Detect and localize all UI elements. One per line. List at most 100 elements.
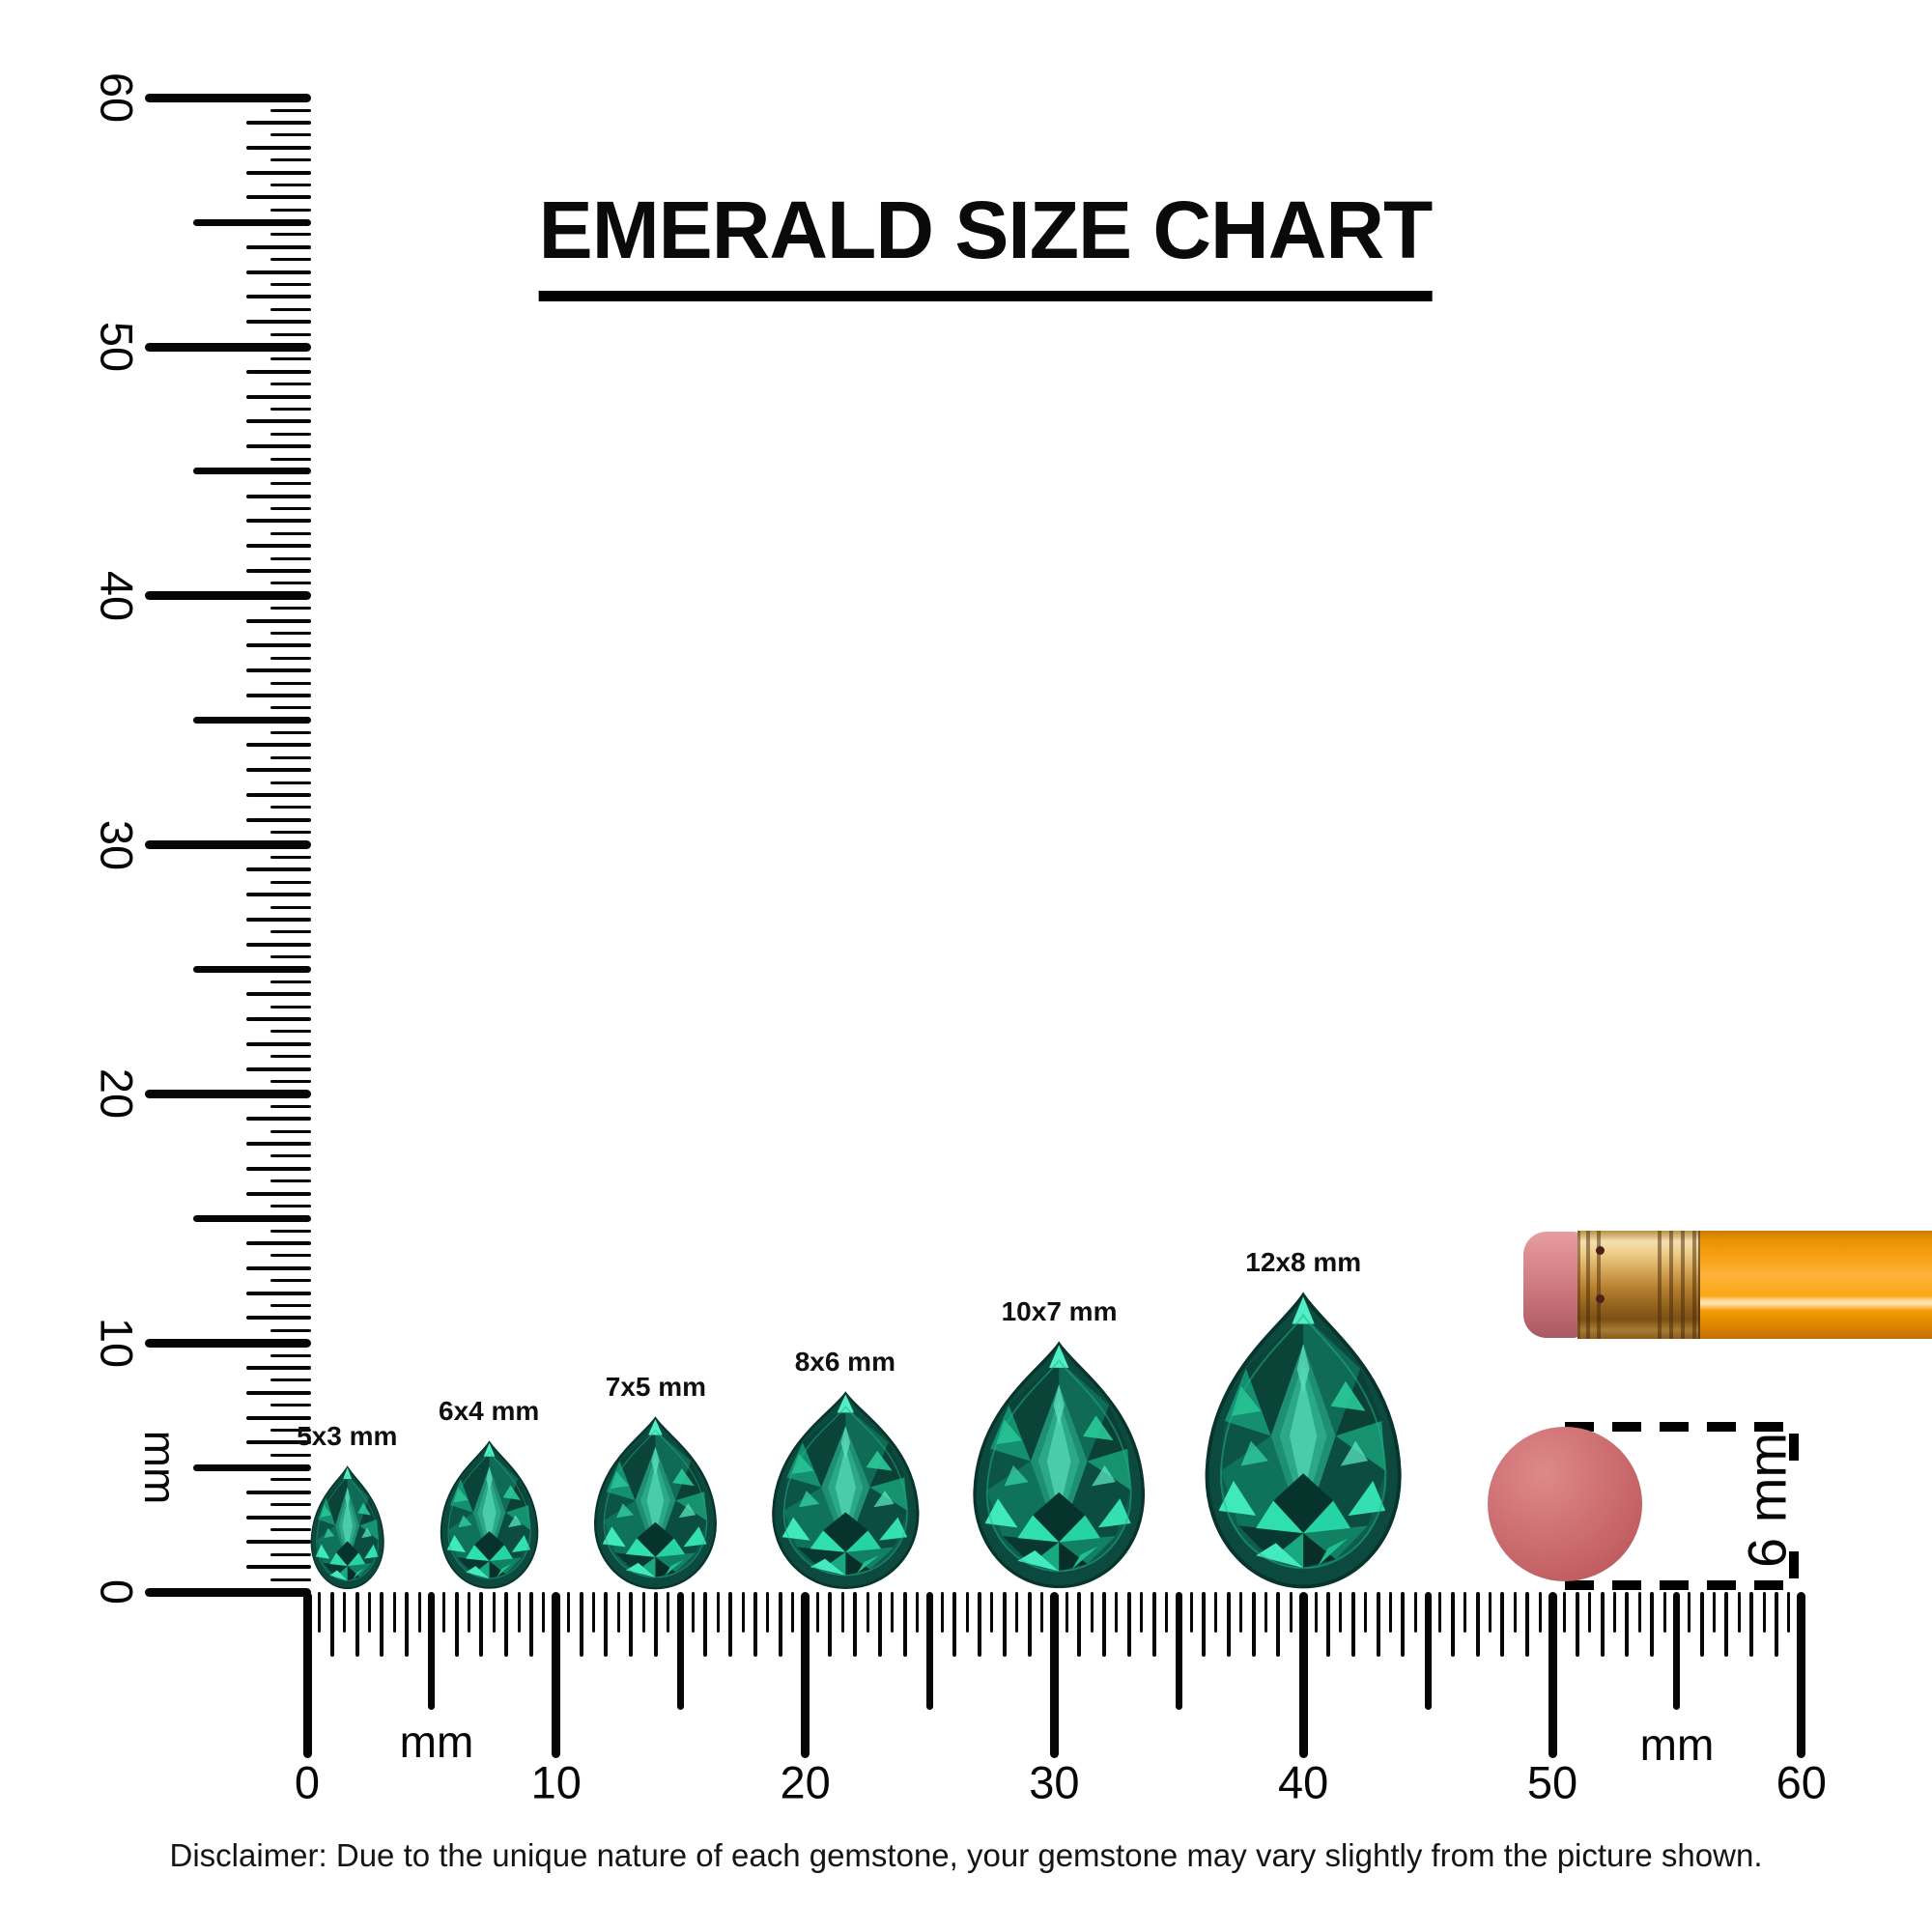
- horizontal-ruler-number: 20: [780, 1756, 831, 1808]
- vertical-ruler-tick: [270, 1304, 311, 1308]
- horizontal-ruler-tick: [1226, 1592, 1231, 1657]
- horizontal-ruler-tick: [1401, 1592, 1406, 1657]
- vertical-ruler-tick: [145, 93, 311, 102]
- horizontal-ruler-tick: [579, 1592, 583, 1657]
- vertical-ruler-tick: [270, 607, 311, 611]
- vertical-ruler-tick: [270, 507, 311, 511]
- vertical-ruler-tick: [270, 1254, 311, 1258]
- scale-circle: [1488, 1427, 1642, 1581]
- horizontal-ruler-tick: [801, 1592, 810, 1758]
- page-title: EMERALD SIZE CHART: [538, 184, 1433, 301]
- horizontal-ruler-tick: [1612, 1592, 1616, 1633]
- vertical-ruler-tick: [246, 270, 311, 274]
- vertical-ruler-tick: [246, 668, 311, 673]
- horizontal-ruler-tick: [454, 1592, 459, 1657]
- horizontal-ruler-tick: [468, 1592, 471, 1633]
- horizontal-ruler-tick: [778, 1592, 782, 1657]
- horizontal-ruler-tick: [1563, 1592, 1567, 1633]
- horizontal-ruler-tick: [1489, 1592, 1492, 1633]
- vertical-ruler-tick: [246, 369, 311, 374]
- horizontal-ruler-tick: [380, 1592, 384, 1657]
- vertical-ruler-tick: [270, 1179, 311, 1183]
- vertical-ruler-tick: [270, 1353, 311, 1357]
- horizontal-ruler-tick: [1388, 1592, 1392, 1633]
- vertical-ruler-tick: [270, 1428, 311, 1432]
- vertical-ruler-tick: [270, 1478, 311, 1482]
- vertical-ruler-tick: [246, 1191, 311, 1196]
- horizontal-ruler-tick: [990, 1592, 994, 1633]
- vertical-ruler-tick: [270, 1154, 311, 1158]
- vertical-ruler-tick: [246, 519, 311, 524]
- horizontal-ruler-tick: [1538, 1592, 1542, 1633]
- horizontal-ruler-tick: [1101, 1592, 1106, 1657]
- vertical-ruler-tick: [246, 569, 311, 574]
- vertical-ruler-tick: [246, 992, 311, 997]
- vertical-ruler-tick: [246, 394, 311, 399]
- horizontal-ruler-tick: [1688, 1592, 1691, 1633]
- horizontal-ruler-tick: [1077, 1592, 1082, 1657]
- gem-5x3mm: [310, 1465, 384, 1590]
- vertical-ruler-tick: [270, 357, 311, 361]
- horizontal-ruler-tick: [392, 1592, 396, 1633]
- horizontal-ruler-tick: [952, 1592, 957, 1657]
- vertical-ruler-tick: [246, 145, 311, 150]
- horizontal-ruler-tick: [667, 1592, 670, 1633]
- vertical-ruler-tick: [270, 955, 311, 959]
- vertical-ruler-tick: [270, 1404, 311, 1407]
- horizontal-ruler-number: 60: [1776, 1756, 1827, 1808]
- horizontal-ruler-tick: [1450, 1592, 1455, 1657]
- horizontal-ruler-tick: [1662, 1592, 1666, 1633]
- pear-emerald-icon: [594, 1415, 718, 1589]
- vertical-ruler-tick: [270, 208, 311, 212]
- vertical-ruler-tick: [270, 1528, 311, 1532]
- vertical-ruler-tick: [246, 643, 311, 648]
- horizontal-ruler-tick: [978, 1592, 982, 1657]
- horizontal-ruler-tick: [1126, 1592, 1131, 1657]
- vertical-ruler-tick: [246, 893, 311, 897]
- vertical-ruler-tick: [145, 1089, 311, 1098]
- horizontal-ruler-tick: [1214, 1592, 1218, 1633]
- vertical-ruler-tick: [145, 1338, 311, 1348]
- vertical-ruler-tick: [270, 806, 311, 810]
- horizontal-ruler-tick: [1049, 1592, 1059, 1758]
- pencil-ferrule-ridges: [1658, 1231, 1700, 1339]
- vertical-ruler-tick: [246, 1241, 311, 1246]
- horizontal-ruler-tick: [877, 1592, 882, 1657]
- horizontal-ruler-tick: [703, 1592, 708, 1657]
- horizontal-ruler-tick: [1475, 1592, 1480, 1657]
- vertical-ruler-tick: [246, 1415, 311, 1420]
- vertical-ruler-number: 0: [91, 1578, 143, 1605]
- horizontal-ruler-tick: [1264, 1592, 1268, 1633]
- horizontal-ruler-tick: [529, 1592, 534, 1657]
- vertical-ruler-tick: [270, 582, 311, 585]
- horizontal-ruler-tick: [1548, 1592, 1557, 1758]
- vertical-ruler-tick: [270, 930, 311, 934]
- gem-10x7mm: [972, 1341, 1146, 1590]
- horizontal-ruler-tick: [1787, 1592, 1791, 1633]
- horizontal-ruler-tick: [417, 1592, 421, 1633]
- horizontal-ruler-tick: [692, 1592, 696, 1633]
- horizontal-ruler-tick: [1637, 1592, 1641, 1633]
- horizontal-ruler-tick: [428, 1592, 436, 1710]
- horizontal-ruler-tick: [329, 1592, 334, 1657]
- vertical-ruler-tick: [270, 383, 311, 386]
- vertical-ruler-tick: [145, 342, 311, 352]
- scale-dashed-stub: [1789, 1434, 1799, 1461]
- vertical-ruler-tick: [270, 258, 311, 262]
- vertical-ruler-tick: [270, 133, 311, 137]
- horizontal-ruler-tick: [1151, 1592, 1156, 1657]
- vertical-ruler-tick: [246, 244, 311, 249]
- horizontal-ruler-tick: [1298, 1592, 1308, 1758]
- horizontal-ruler-tick: [479, 1592, 484, 1657]
- vertical-ruler-tick: [246, 1540, 311, 1545]
- vertical-ruler-tick: [246, 1166, 311, 1171]
- gem-size-label: 10x7 mm: [1001, 1296, 1118, 1327]
- vertical-ruler-tick: [193, 468, 311, 475]
- vertical-ruler-tick: [270, 1204, 311, 1208]
- horizontal-ruler-tick: [1189, 1592, 1193, 1633]
- gem-size-label: 7x5 mm: [605, 1371, 707, 1402]
- vertical-ruler-tick: [246, 1291, 311, 1295]
- vertical-ruler-tick: [246, 419, 311, 424]
- vertical-ruler-tick: [246, 120, 311, 125]
